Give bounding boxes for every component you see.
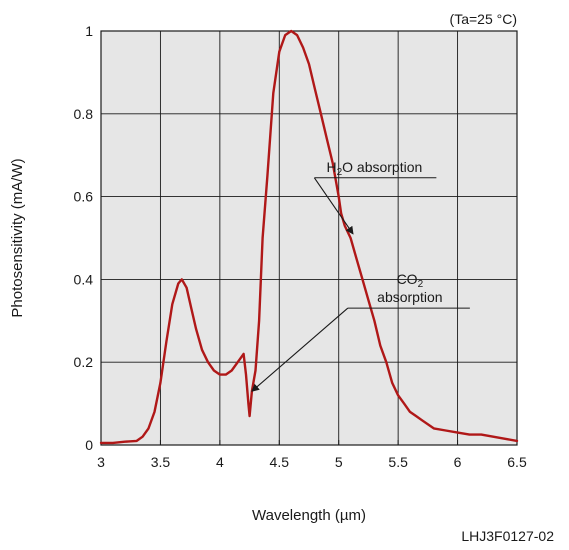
x-tick-label: 5 [335, 454, 343, 470]
y-tick-label: 0 [85, 437, 93, 453]
co2-label: CO2 [397, 271, 424, 290]
x-tick-label: 3.5 [151, 454, 171, 470]
co2-absorption-arrow [251, 307, 349, 392]
grid-lines [101, 31, 517, 445]
plot-area [100, 30, 518, 446]
x-tick-label: 6.5 [507, 454, 527, 470]
y-tick-label: 0.2 [74, 354, 94, 370]
y-tick-label: 0.6 [74, 189, 94, 205]
x-tick-label: 3 [97, 454, 105, 470]
x-axis-label: Wavelength (µm) [252, 507, 366, 524]
axis-ticks: 3 3.5 4 4.5 5 5.5 6 6.5 0 0.2 0.4 0.6 0.8 1 [74, 23, 527, 470]
y-tick-label: 1 [85, 23, 93, 39]
x-tick-label: 5.5 [388, 454, 408, 470]
h2o-absorption-arrow [313, 177, 354, 235]
y-tick-label: 0.4 [74, 271, 94, 287]
x-tick-label: 6 [454, 454, 462, 470]
x-tick-label: 4 [216, 454, 224, 470]
x-tick-label: 4.5 [270, 454, 290, 470]
co2-absorption-label: absorption [377, 289, 442, 305]
series-line [99, 29, 519, 445]
y-tick-label: 0.8 [74, 106, 94, 122]
series-group [99, 29, 519, 445]
figure-code: LHJ3F0127-02 [461, 528, 554, 544]
y-axis-label: Photosensitivity (mA/W) [9, 158, 26, 317]
h2o-absorption-label: H2O absorption [326, 159, 422, 178]
condition-label: (Ta=25 °C) [450, 11, 517, 27]
